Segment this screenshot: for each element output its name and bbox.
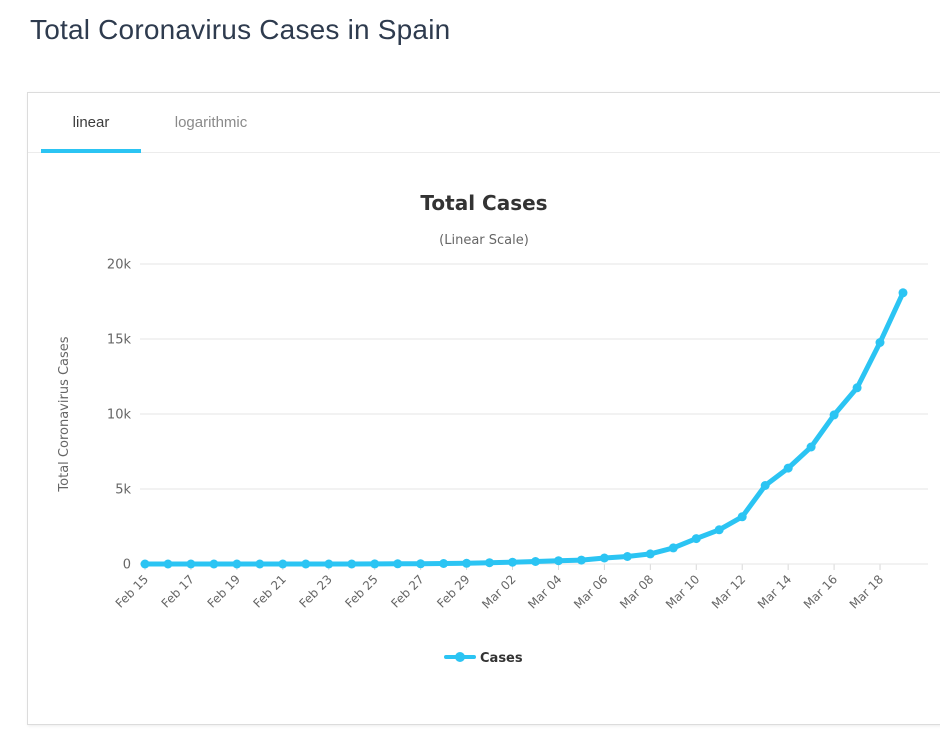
cases-data-point [554, 556, 563, 566]
cases-data-point [508, 557, 517, 567]
cases-data-point [760, 481, 770, 490]
cases-data-point [691, 534, 701, 544]
x-tick-label: Mar 14 [755, 572, 794, 611]
cases-data-point [209, 559, 219, 569]
cases-data-point [232, 559, 242, 569]
x-tick-label: Feb 19 [205, 572, 243, 610]
cases-data-point [875, 338, 885, 347]
cases-data-point [301, 559, 311, 569]
cases-data-point [714, 525, 724, 535]
x-tick-label: Feb 15 [113, 572, 151, 610]
cases-data-point [416, 559, 426, 569]
cases-data-point [806, 442, 816, 452]
cases-data-point [439, 559, 449, 568]
cases-data-point [462, 558, 472, 568]
page-title: Total Coronavirus Cases in Spain [30, 14, 451, 45]
cases-data-point [622, 552, 632, 561]
x-tick-label: Feb 29 [434, 572, 472, 610]
cases-data-point [898, 288, 908, 298]
x-tick-label: Feb 17 [159, 572, 197, 610]
tab-linear-label: linear [72, 114, 110, 131]
cases-data-point [599, 553, 609, 563]
x-tick-label: Mar 02 [479, 572, 518, 611]
cases-data-point [737, 512, 747, 522]
legend-marker-dot [455, 652, 465, 662]
cases-series-line [142, 290, 906, 567]
cases-data-point [852, 383, 862, 393]
tab-linear[interactable]: linear [41, 93, 141, 153]
x-tick-label: Mar 18 [847, 572, 886, 611]
cases-data-point [485, 558, 494, 568]
cases-data-point [576, 555, 586, 565]
cases-data-point [140, 559, 150, 569]
x-tick-label: Mar 04 [525, 572, 564, 611]
scale-tabs: linear logarithmic [28, 93, 940, 153]
cases-series [140, 288, 908, 569]
cases-data-point [186, 559, 196, 569]
x-tick-label: Feb 21 [251, 572, 289, 610]
legend-label: Cases [480, 651, 523, 666]
x-tick-label: Feb 25 [342, 572, 380, 610]
y-tick-label: 0 [123, 558, 131, 573]
x-tick-label: Mar 10 [663, 572, 702, 611]
y-tick-label: 15k [107, 333, 132, 348]
chart-subtitle: (Linear Scale) [439, 233, 529, 248]
cases-data-point [393, 559, 403, 569]
x-tick-label: Mar 16 [801, 572, 840, 611]
cases-data-point [668, 543, 678, 553]
x-tick-label: Mar 08 [617, 572, 656, 611]
cases-data-point [347, 559, 357, 569]
y-tick-label: 5k [115, 483, 131, 498]
cases-data-point [324, 559, 334, 569]
cases-data-point [531, 557, 540, 566]
cases-data-point [370, 559, 380, 569]
chart-card: linear logarithmic 0 5k 10k 15k 20k Feb 15 Feb… [27, 92, 940, 725]
cases-data-point [278, 559, 288, 569]
cases-data-point [163, 559, 173, 569]
cases-data-point [783, 463, 793, 473]
cases-data-point [829, 410, 839, 420]
y-tick-label: 20k [107, 258, 132, 273]
active-tab-indicator [41, 149, 141, 153]
tab-logarithmic[interactable]: logarithmic [141, 93, 281, 152]
chart-title: Total Cases [420, 191, 547, 215]
y-tick-label: 10k [107, 408, 132, 423]
cases-data-point [255, 559, 265, 569]
x-tick-label: Feb 23 [296, 572, 334, 610]
x-tick-label: Feb 27 [388, 572, 426, 610]
x-tick-label: Mar 12 [709, 572, 748, 611]
x-tick-label: Mar 06 [571, 572, 610, 611]
cases-data-point [645, 549, 655, 559]
tab-logarithmic-label: logarithmic [174, 114, 248, 131]
y-axis-title: Total Coronavirus Cases [57, 336, 72, 492]
legend-item-cases[interactable]: Cases [444, 651, 523, 666]
